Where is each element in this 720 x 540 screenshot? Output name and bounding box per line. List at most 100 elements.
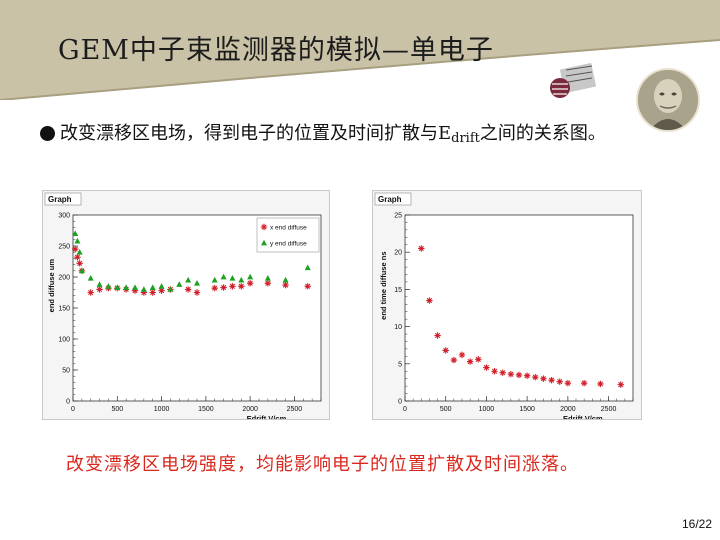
data-point bbox=[282, 276, 289, 283]
data-point bbox=[617, 381, 624, 388]
data-point bbox=[564, 379, 572, 387]
data-point bbox=[458, 351, 466, 359]
data-point bbox=[167, 286, 174, 292]
y-tick-label: 25 bbox=[394, 213, 402, 220]
data-point bbox=[523, 372, 531, 379]
data-point bbox=[499, 369, 506, 376]
x-tick-label: 0 bbox=[71, 406, 75, 413]
data-point bbox=[247, 273, 254, 280]
data-point bbox=[264, 280, 272, 287]
data-point bbox=[580, 379, 588, 387]
data-point bbox=[96, 281, 103, 287]
y-tick-label: 5 bbox=[398, 361, 402, 368]
y-tick-label: 0 bbox=[66, 399, 70, 406]
data-point bbox=[74, 253, 81, 261]
portrait-image bbox=[636, 68, 700, 132]
x-tick-label: 0 bbox=[403, 406, 407, 413]
title-band-shape bbox=[0, 0, 720, 100]
data-point bbox=[72, 245, 79, 253]
data-point bbox=[515, 371, 523, 379]
legend-box bbox=[256, 217, 320, 253]
data-point bbox=[532, 373, 539, 381]
data-point bbox=[556, 378, 563, 385]
legend-label: x end diffuse bbox=[270, 225, 307, 232]
time-diffusion-plot: Graph 0 500 1000 1500 2000 2500 0 5 10 15 20 25 Edrif… bbox=[372, 190, 642, 423]
x-tick-label: 2000 bbox=[560, 406, 576, 413]
y-tick-label: 20 bbox=[394, 250, 402, 257]
data-point bbox=[238, 276, 245, 283]
data-point bbox=[491, 368, 498, 375]
data-point bbox=[426, 297, 433, 304]
data-point bbox=[475, 356, 482, 363]
x-tick-label: 500 bbox=[440, 406, 452, 413]
data-point bbox=[132, 284, 138, 290]
x-axis-label: Edrift V/cm bbox=[247, 414, 287, 419]
data-point bbox=[72, 230, 79, 236]
legend-marker bbox=[260, 223, 268, 231]
bullet-subscript: drift bbox=[451, 131, 480, 146]
data-point bbox=[304, 264, 311, 271]
data-point bbox=[211, 276, 218, 283]
data-point bbox=[76, 260, 83, 267]
x-axis-label: Edrift V/cm bbox=[563, 414, 603, 419]
y-axis-label: end diffuse um bbox=[47, 259, 56, 313]
data-point bbox=[211, 284, 218, 292]
data-point bbox=[483, 364, 490, 371]
y-tick-label: 300 bbox=[58, 213, 70, 220]
series-0 bbox=[418, 245, 624, 388]
data-point bbox=[238, 283, 245, 290]
data-point bbox=[105, 283, 112, 289]
data-point bbox=[194, 280, 200, 286]
data-point bbox=[140, 289, 148, 296]
data-point bbox=[466, 358, 474, 365]
series-1 bbox=[72, 230, 311, 292]
y-axis-label: end time diffuse ns bbox=[379, 252, 388, 320]
slide-title: GEM中子束监测器的模拟—单电子 bbox=[58, 35, 494, 66]
y-tick-label: 50 bbox=[62, 368, 70, 375]
data-point bbox=[220, 284, 227, 291]
graph-title: Graph bbox=[378, 195, 402, 204]
y-tick-label: 250 bbox=[58, 244, 70, 251]
conclusion-caption: 改变漂移区电场强度，均能影响电子的位置扩散及时间涨落。 bbox=[66, 454, 579, 475]
data-point bbox=[176, 281, 183, 287]
bullet-text: 改变漂移区电场，得到电子的位置及时间扩散与Edrift之间的关系图。 bbox=[40, 120, 680, 152]
data-point bbox=[114, 284, 121, 290]
data-point bbox=[282, 281, 289, 289]
institution-logo-icon bbox=[550, 62, 596, 98]
data-point bbox=[76, 249, 83, 255]
x-tick-label: 1500 bbox=[198, 406, 214, 413]
x-tick-label: 2000 bbox=[242, 406, 258, 413]
data-point bbox=[540, 375, 547, 382]
position-diffusion-plot: Graph 0 500 1000 1500 2000 2500 0 50 100 150 200 250… bbox=[42, 190, 330, 423]
data-point bbox=[96, 286, 103, 293]
bullet-main-text: 改变漂移区电场，得到电子的位置及时间扩散与E bbox=[60, 123, 452, 144]
y-tick-label: 10 bbox=[394, 324, 402, 331]
title-band: GEM中子束监测器的模拟—单电子 bbox=[0, 0, 720, 132]
data-point bbox=[450, 356, 458, 364]
position-diffusion-chart: Graph 0 500 1000 1500 2000 2500 0 50 100 150 200 250… bbox=[44, 192, 322, 423]
data-point bbox=[434, 332, 441, 339]
x-tick-label: 500 bbox=[111, 406, 123, 413]
x-tick-label: 1000 bbox=[479, 406, 495, 413]
data-point bbox=[131, 287, 139, 294]
data-point bbox=[442, 347, 449, 354]
data-point bbox=[264, 275, 271, 281]
data-point bbox=[548, 376, 555, 384]
x-tick-label: 2500 bbox=[601, 406, 617, 413]
page-number: 16/22 bbox=[681, 517, 712, 531]
data-point bbox=[149, 289, 156, 296]
y-tick-label: 15 bbox=[394, 287, 402, 294]
data-point bbox=[78, 267, 85, 274]
graph-title-box bbox=[44, 192, 82, 206]
bullet-tail-text: 之间的关系图。 bbox=[479, 123, 606, 144]
data-point bbox=[74, 237, 81, 244]
data-point bbox=[87, 275, 94, 281]
legend-label: y end diffuse bbox=[270, 241, 307, 248]
data-point bbox=[229, 283, 236, 290]
x-tick-label: 2500 bbox=[287, 406, 303, 413]
legend-marker bbox=[261, 239, 267, 246]
y-tick-label: 200 bbox=[58, 275, 70, 282]
bullet-icon bbox=[40, 126, 55, 141]
data-point bbox=[220, 273, 227, 280]
y-tick-label: 0 bbox=[398, 399, 402, 406]
